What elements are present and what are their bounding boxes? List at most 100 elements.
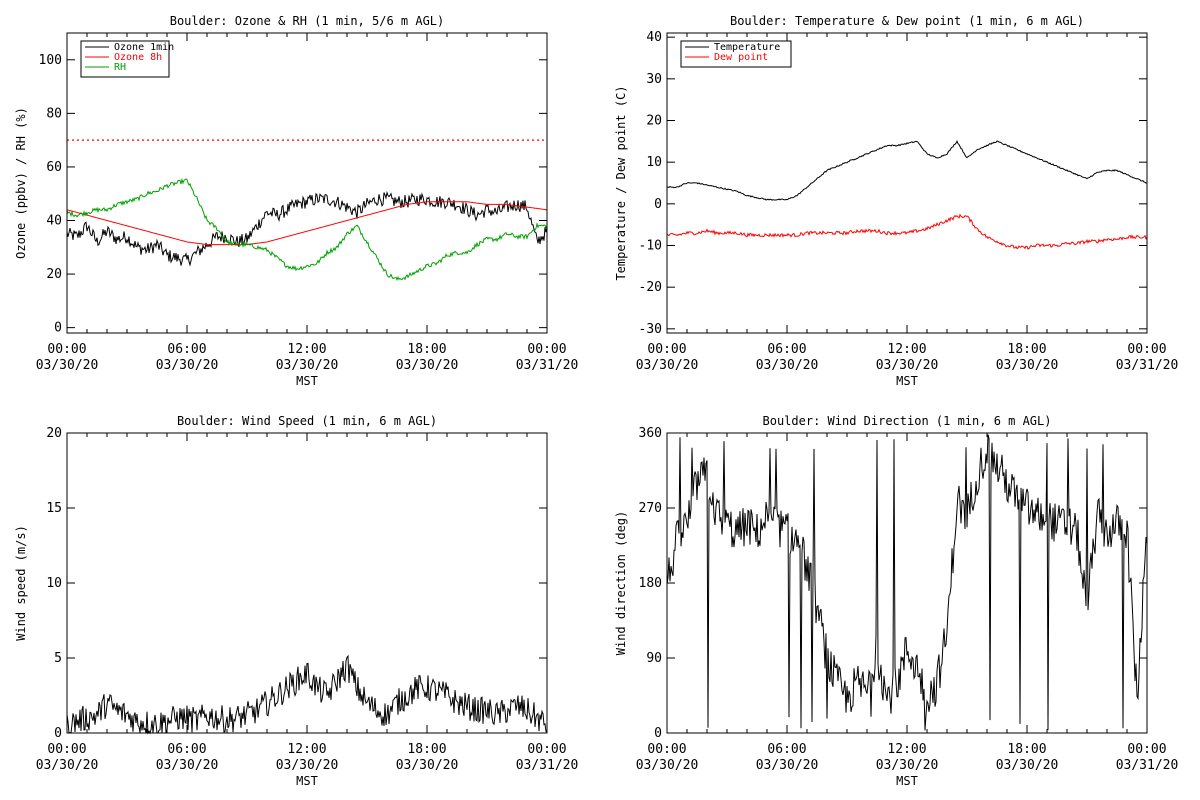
x-tick-label-time: 18:00: [407, 342, 446, 357]
x-tick-label-date: 03/30/20: [276, 358, 339, 373]
y-tick-label: 30: [646, 72, 662, 87]
x-tick-label-time: 00:00: [1127, 742, 1166, 757]
plot-frame: [66, 432, 548, 734]
chart-panel-1: Boulder: Temperature & Dew point (1 min,…: [614, 14, 1178, 388]
chart-title: Boulder: Temperature & Dew point (1 min,…: [730, 14, 1084, 28]
x-tick-label-time: 06:00: [767, 742, 806, 757]
x-tick-label-time: 18:00: [407, 742, 446, 757]
x-tick-label-time: 00:00: [527, 742, 566, 757]
y-tick-label: 60: [46, 160, 62, 175]
x-tick-label-date: 03/30/20: [756, 758, 819, 773]
plot-frame: [666, 32, 1148, 334]
x-tick-label-date: 03/30/20: [996, 358, 1059, 373]
chart-title: Boulder: Ozone & RH (1 min, 5/6 m AGL): [170, 14, 445, 28]
y-tick-label: 0: [654, 197, 662, 212]
y-tick-label: -10: [639, 239, 662, 254]
x-tick-label-date: 03/30/20: [876, 358, 939, 373]
x-tick-label-time: 12:00: [887, 342, 926, 357]
x-axis-label: MST: [896, 374, 918, 388]
x-tick-label-date: 03/30/20: [156, 358, 219, 373]
x-tick-label-time: 18:00: [1007, 342, 1046, 357]
x-tick-label-time: 00:00: [647, 742, 686, 757]
y-tick-label: 15: [46, 501, 62, 516]
legend-label: Temperature: [714, 42, 780, 53]
legend-box: [680, 40, 792, 68]
y-tick-label: 20: [646, 114, 662, 129]
y-tick-label: 270: [639, 501, 662, 516]
legend-label: Ozone 1min: [114, 42, 174, 53]
chart-title: Boulder: Wind Speed (1 min, 6 m AGL): [177, 414, 437, 428]
y-tick-label: 20: [46, 267, 62, 282]
series-line-dew-point: [666, 213, 1148, 250]
y-tick-label: 90: [646, 651, 662, 666]
x-tick-label-time: 18:00: [1007, 742, 1046, 757]
x-tick-label-date: 03/30/20: [756, 358, 819, 373]
legend-label: RH: [114, 62, 126, 73]
y-tick-label: 360: [639, 426, 662, 441]
series-line-rh: [66, 177, 548, 282]
x-tick-label-time: 06:00: [167, 342, 206, 357]
x-tick-label-time: 06:00: [167, 742, 206, 757]
chart-panel-0: Boulder: Ozone & RH (1 min, 5/6 m AGL) Oz…: [14, 14, 578, 388]
x-tick-label-date: 03/30/20: [636, 758, 699, 773]
y-tick-label: 40: [46, 214, 62, 229]
chart-panel-3: Boulder: Wind Direction (1 min, 6 m AGL)…: [614, 414, 1178, 788]
y-tick-label: 10: [46, 576, 62, 591]
y-tick-label: 20: [46, 426, 62, 441]
plot-frame: [66, 32, 548, 334]
y-axis-label: Wind speed (m/s): [14, 525, 28, 641]
y-tick-label: 0: [54, 321, 62, 336]
y-tick-label: 100: [39, 53, 62, 68]
x-axis-label: MST: [896, 774, 918, 788]
series-line-series-0: [66, 654, 548, 735]
x-tick-label-date: 03/30/20: [276, 758, 339, 773]
x-tick-label-date: 03/31/20: [1116, 358, 1179, 373]
y-tick-label: 40: [646, 30, 662, 45]
x-tick-label-date: 03/30/20: [36, 758, 99, 773]
x-tick-label-date: 03/30/20: [396, 758, 459, 773]
y-tick-label: -30: [639, 322, 662, 337]
legend-label: Dew point: [714, 52, 768, 63]
x-tick-label-time: 00:00: [1127, 342, 1166, 357]
chart-title: Boulder: Wind Direction (1 min, 6 m AGL): [763, 414, 1052, 428]
x-tick-label-time: 12:00: [287, 742, 326, 757]
x-tick-label-date: 03/31/20: [516, 358, 579, 373]
y-tick-label: 180: [639, 576, 662, 591]
x-tick-label-date: 03/31/20: [1116, 758, 1179, 773]
x-tick-label-time: 00:00: [47, 342, 86, 357]
y-axis-label: Ozone (ppbv) / RH (%): [14, 107, 28, 259]
chart-panel-2: Boulder: Wind Speed (1 min, 6 m AGL) Wind…: [14, 414, 578, 788]
x-tick-label-date: 03/30/20: [156, 758, 219, 773]
x-tick-label-time: 12:00: [887, 742, 926, 757]
y-tick-label: 0: [54, 726, 62, 741]
x-tick-label-date: 03/30/20: [876, 758, 939, 773]
legend-label: Ozone 8h: [114, 52, 162, 63]
y-axis-label: Temperature / Dew point (C): [614, 85, 628, 280]
x-tick-label-date: 03/31/20: [516, 758, 579, 773]
x-axis-label: MST: [296, 774, 318, 788]
y-tick-label: -20: [639, 280, 662, 295]
x-tick-label-time: 00:00: [527, 342, 566, 357]
x-tick-label-date: 03/30/20: [636, 358, 699, 373]
x-tick-label-date: 03/30/20: [396, 358, 459, 373]
plot-frame: [666, 432, 1148, 734]
x-tick-label-time: 00:00: [47, 742, 86, 757]
series-line-ozone-1min: [66, 190, 548, 267]
y-axis-label: Wind direction (deg): [614, 511, 628, 656]
y-tick-label: 80: [46, 106, 62, 121]
x-tick-label-time: 06:00: [767, 342, 806, 357]
y-tick-label: 0: [654, 726, 662, 741]
y-tick-label: 10: [646, 155, 662, 170]
series-line-ozone-8h: [66, 201, 548, 246]
x-tick-label-date: 03/30/20: [996, 758, 1059, 773]
x-tick-label-time: 00:00: [647, 342, 686, 357]
series-line-series-0: [666, 434, 1148, 731]
x-axis-label: MST: [296, 374, 318, 388]
x-tick-label-date: 03/30/20: [36, 358, 99, 373]
x-tick-label-time: 12:00: [287, 342, 326, 357]
series-line-temperature: [666, 139, 1148, 201]
y-tick-label: 5: [54, 651, 62, 666]
